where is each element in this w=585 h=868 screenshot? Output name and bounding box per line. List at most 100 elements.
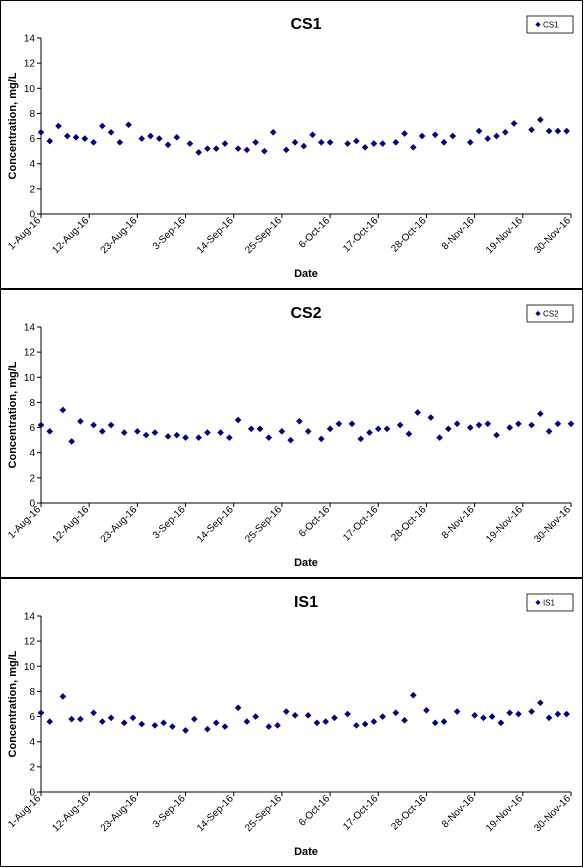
chart-2-data-point <box>436 434 443 441</box>
chart-3-data-point <box>90 709 97 717</box>
chart-2-data-point <box>493 431 500 439</box>
chart-1-x-tick-label: 6-Oct-16 <box>297 215 333 251</box>
chart-3-y-tick-label: 14 <box>24 612 36 623</box>
chart-3-data-point <box>37 709 45 717</box>
chart-1-data-point <box>379 140 386 147</box>
chart-1-legend-box <box>526 15 574 34</box>
chart-3-y-axis-label: Concentration, mg/L <box>7 650 19 757</box>
chart-1-data-point <box>269 128 277 136</box>
chart-2-x-tick-label: 3-Sep-16 <box>151 504 188 541</box>
chart-3-data-point <box>169 723 176 730</box>
chart-3-data-point <box>515 710 522 718</box>
chart-1-y-tick-label: 0 <box>29 210 35 221</box>
chart-1-data-point <box>291 139 299 146</box>
chart-2-data-point <box>151 429 159 436</box>
chart-1-y-tick-label: 10 <box>24 84 36 95</box>
chart-2-data-point <box>120 429 128 436</box>
chart-1-data-point <box>344 140 351 147</box>
chart-1-data-point <box>195 149 202 156</box>
chart-2-data-point <box>484 420 492 428</box>
chart-1-data-point <box>401 130 408 137</box>
chart-1-y-tick-label: 8 <box>29 109 35 120</box>
chart-3-data-point <box>506 709 513 717</box>
chart-2-data-point <box>427 414 435 421</box>
chart-2-x-tick-label: 28-Oct-16 <box>389 504 429 544</box>
chart-3-data-point <box>537 699 544 707</box>
chart-3-data-point <box>274 722 281 729</box>
chart-1-x-tick-label: 1-Aug-16 <box>6 215 43 252</box>
chart-1-data-point <box>309 131 316 139</box>
chart-1-data-point <box>204 145 211 152</box>
chart-3-x-tick-label: 28-Oct-16 <box>389 793 429 833</box>
chart-2-data-point <box>195 434 202 441</box>
chart-3-data-point <box>488 713 496 720</box>
chart-1-legend: CS1 <box>526 15 574 34</box>
chart-1-data-point <box>370 140 378 147</box>
chart-3-data-point <box>453 708 461 715</box>
chart-1-data-point <box>410 144 417 151</box>
chart-3-data-point <box>361 720 369 728</box>
chart-panel-1: CS1 0 2 4 6 8 10 12 14 1-Aug-16 12-Aug-16 23-Aug-16… <box>0 0 583 289</box>
chart-2-data-point <box>318 435 325 443</box>
chart-1-data-point <box>545 127 553 135</box>
chart-3-data-point <box>410 691 417 699</box>
chart-2-y-axis-label: Concentration, mg/L <box>7 361 19 468</box>
chart-3-y-tick-label: 2 <box>29 762 35 773</box>
chart-1-x-tick-label: 25-Sep-16 <box>243 215 284 256</box>
chart-2-data-point <box>37 421 45 429</box>
chart-3-y-tick-label: 4 <box>29 737 35 748</box>
chart-1-data-point <box>243 146 251 154</box>
chart-3-data-point <box>423 706 430 714</box>
chart-1-data-point <box>116 139 124 146</box>
chart-is1: IS1 0 2 4 6 8 10 12 14 1-Aug-16 12-Aug-16 23-Aug-16… <box>6 593 573 858</box>
chart-2-title: CS2 <box>290 305 321 322</box>
chart-2-data-point <box>234 416 242 424</box>
chart-2-x-tick-label: 8-Nov-16 <box>440 504 477 541</box>
chart-2-data-point <box>256 425 264 433</box>
chart-3-x-tick-label: 14-Sep-16 <box>195 793 236 834</box>
chart-3-x-axis-label: Date <box>294 846 318 858</box>
chart-2-data-point <box>296 417 303 425</box>
chart-1-data-point <box>418 132 426 140</box>
chart-3-y-tick-label: 12 <box>24 637 36 648</box>
chart-2-data-point <box>217 429 224 436</box>
chart-3-data-point <box>528 708 535 715</box>
chart-1-x-tick-label: 14-Sep-16 <box>195 215 236 256</box>
chart-3-data-point <box>431 719 439 727</box>
chart-3-data-point <box>401 717 408 724</box>
chart-3-data-point <box>182 727 189 734</box>
chart-3-data-point <box>212 719 220 727</box>
chart-1-x-tick-label: 12-Aug-16 <box>51 215 92 256</box>
chart-2-data-point <box>134 428 141 435</box>
chart-1-data-point <box>353 137 360 145</box>
chart-3-data-point <box>221 723 229 730</box>
chart-3-data-point <box>322 718 330 725</box>
chart-3-data-point <box>344 710 351 718</box>
chart-1-data-point <box>125 121 132 129</box>
chart-1-data-point <box>164 141 172 149</box>
chart-3-y-tick-label: 0 <box>29 788 35 799</box>
chart-2-legend: CS2 <box>526 304 574 323</box>
chart-3-data-point <box>46 718 54 725</box>
chart-2-x-tick-label: 17-Oct-16 <box>341 504 381 544</box>
chart-panel-3: IS1 0 2 4 6 8 10 12 14 1-Aug-16 12-Aug-16 23-Aug-16… <box>0 578 583 867</box>
chart-2-data-point <box>265 434 273 441</box>
chart-1-legend-label: CS1 <box>543 21 559 30</box>
chart-2-legend-box <box>526 304 574 323</box>
chart-3-data-point <box>138 720 146 728</box>
chart-3-data-point <box>304 712 312 719</box>
chart-1-data-point <box>234 145 242 152</box>
chart-2-data-point <box>475 421 483 429</box>
chart-cs2: CS2 0 2 4 6 8 10 12 14 1-Aug-16 12-Aug-16 23-Aug-16… <box>6 304 575 569</box>
chart-3-x-tick-label: 17-Oct-16 <box>341 793 381 833</box>
chart-2-y-tick-label: 2 <box>29 473 35 484</box>
chart-1-legend-marker <box>535 21 541 28</box>
chart-1-data-point <box>563 127 570 135</box>
chart-1-data-point <box>326 139 334 146</box>
chart-2-x-tick-label: 12-Aug-16 <box>51 504 92 545</box>
chart-3-data-point <box>480 714 487 722</box>
chart-1-data-point <box>261 147 268 155</box>
chart-2-data-point <box>107 421 115 429</box>
chart-3-data-point <box>243 718 251 725</box>
chart-2-y-tick-label: 12 <box>24 348 36 359</box>
